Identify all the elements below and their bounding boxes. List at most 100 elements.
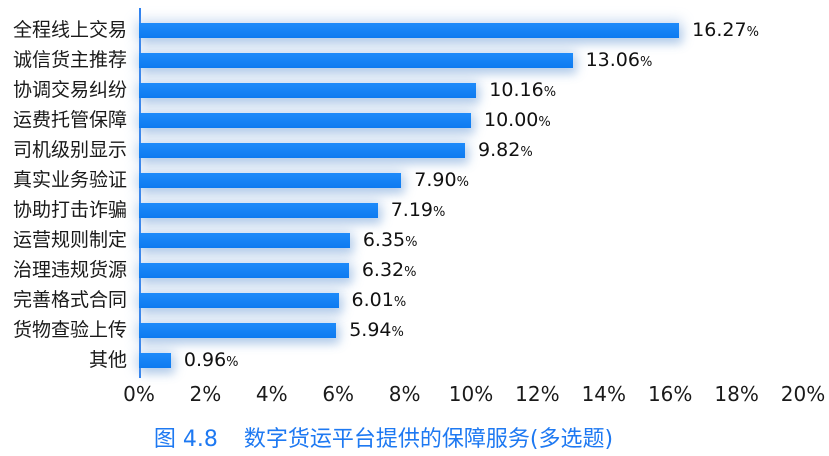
- value-percent-sign: %: [543, 85, 557, 100]
- bar: [139, 232, 350, 248]
- x-axis-ticks: 0% 2% 4% 6% 8% 10% 12% 14% 16% 18% 20%: [0, 382, 829, 408]
- value-percent-sign: %: [746, 25, 759, 40]
- bar-rows: 全程线上交易 16.27% 诚信货主推荐 13.06% 协调交易纠纷 10.16% 运费托管…: [0, 15, 829, 375]
- value-label: 10.00%: [484, 109, 551, 131]
- bar: [139, 292, 339, 308]
- value-number: 13.06: [585, 49, 640, 71]
- bar-zone: 6.32%: [139, 255, 829, 285]
- value-label: 9.82%: [478, 139, 533, 161]
- value-number: 7.90: [414, 169, 457, 191]
- bar: [139, 112, 471, 128]
- bar-row: 运费托管保障 10.00%: [0, 105, 829, 135]
- value-percent-sign: %: [393, 295, 407, 310]
- value-number: 6.01: [351, 289, 394, 311]
- category-label: 真实业务验证: [12, 169, 127, 191]
- bar-row: 司机级别显示 9.82%: [0, 135, 829, 165]
- bar: [139, 52, 573, 68]
- value-label: 6.01%: [352, 289, 407, 311]
- category-label: 司机级别显示: [12, 139, 127, 161]
- bar-zone: 7.19%: [139, 195, 829, 225]
- bar-zone: 13.06%: [139, 45, 829, 75]
- caption-figure-number: 图 4.8: [153, 427, 218, 452]
- x-tick-label: 20%: [780, 382, 826, 406]
- category-label: 货物查验上传: [12, 319, 127, 341]
- category-label: 协调交易纠纷: [12, 79, 127, 101]
- bar-zone: 16.27%: [139, 15, 829, 45]
- value-percent-sign: %: [433, 205, 446, 220]
- x-tick-label: 0%: [123, 382, 155, 406]
- value-percent-sign: %: [538, 115, 551, 130]
- value-label: 6.35%: [363, 229, 418, 251]
- bar: [139, 142, 466, 158]
- value-number: 10.16: [489, 79, 544, 101]
- category-label: 运费托管保障: [12, 109, 127, 131]
- x-tick-label: 14%: [581, 382, 627, 406]
- bar-zone: 6.35%: [139, 225, 829, 255]
- value-number: 10.00: [484, 109, 539, 131]
- y-axis-line: [139, 8, 141, 378]
- bar: [139, 352, 171, 368]
- bar-zone: 6.01%: [139, 285, 829, 315]
- category-label: 协助打击诈骗: [12, 199, 127, 221]
- bar-zone: 5.94%: [139, 315, 829, 345]
- value-percent-sign: %: [226, 355, 239, 370]
- value-percent-sign: %: [404, 265, 417, 280]
- value-label: 10.16%: [489, 79, 556, 101]
- bar-row: 其他 0.96%: [0, 345, 829, 375]
- value-label: 0.96%: [184, 349, 239, 371]
- bar: [139, 82, 477, 98]
- bar-row: 诚信货主推荐 13.06%: [0, 45, 829, 75]
- bar-zone: 0.96%: [139, 345, 829, 375]
- value-label: 7.19%: [391, 199, 446, 221]
- x-tick-label: 16%: [647, 382, 693, 406]
- bar: [139, 202, 378, 218]
- category-label: 其他: [88, 349, 127, 371]
- bar-row: 治理违规货源 6.32%: [0, 255, 829, 285]
- x-tick-label: 8%: [388, 382, 421, 406]
- value-number: 6.35: [362, 229, 406, 251]
- value-label: 5.94%: [349, 319, 404, 341]
- value-percent-sign: %: [639, 55, 653, 70]
- bar-zone: 10.00%: [139, 105, 829, 135]
- category-label: 运营规则制定: [12, 229, 127, 251]
- value-number: 7.19: [390, 199, 434, 221]
- category-label: 治理违规货源: [12, 259, 127, 281]
- value-label: 6.32%: [362, 259, 417, 281]
- bar: [139, 172, 402, 188]
- value-label: 16.27%: [692, 19, 759, 41]
- bar: [139, 22, 680, 38]
- category-label: 全程线上交易: [12, 19, 127, 41]
- bar-row: 协助打击诈骗 7.19%: [0, 195, 829, 225]
- value-percent-sign: %: [405, 235, 418, 250]
- x-tick-label: 2%: [189, 382, 222, 406]
- value-number: 16.27: [692, 19, 747, 41]
- bar-zone: 10.16%: [139, 75, 829, 105]
- category-label: 完善格式合同: [12, 289, 127, 311]
- x-tick-label: 4%: [255, 382, 288, 406]
- x-tick-label: 6%: [322, 382, 355, 406]
- value-percent-sign: %: [520, 145, 533, 160]
- caption-title-text: 数字货运平台提供的保障服务(多选题): [243, 427, 614, 452]
- x-tick-label: 18%: [714, 382, 759, 406]
- value-percent-sign: %: [391, 325, 404, 340]
- bar-row: 全程线上交易 16.27%: [0, 15, 829, 45]
- bar-zone: 9.82%: [139, 135, 829, 165]
- x-tick-label: 12%: [515, 382, 560, 406]
- bar-row: 货物查验上传 5.94%: [0, 315, 829, 345]
- chart-caption: 图 4.8 数字货运平台提供的保障服务(多选题): [0, 421, 829, 453]
- category-label: 诚信货主推荐: [12, 49, 127, 71]
- bar-row: 协调交易纠纷 10.16%: [0, 75, 829, 105]
- bar-row: 运营规则制定 6.35%: [0, 225, 829, 255]
- value-number: 0.96: [183, 349, 227, 371]
- bar: [139, 262, 349, 278]
- bar: [139, 322, 337, 338]
- x-tick-label: 10%: [448, 382, 494, 406]
- bar-row: 真实业务验证 7.90%: [0, 165, 829, 195]
- bar-zone: 7.90%: [139, 165, 829, 195]
- value-percent-sign: %: [456, 175, 469, 190]
- value-label: 13.06%: [586, 49, 653, 71]
- bar-row: 完善格式合同 6.01%: [0, 285, 829, 315]
- value-number: 6.32: [361, 259, 405, 281]
- value-number: 9.82: [478, 139, 521, 161]
